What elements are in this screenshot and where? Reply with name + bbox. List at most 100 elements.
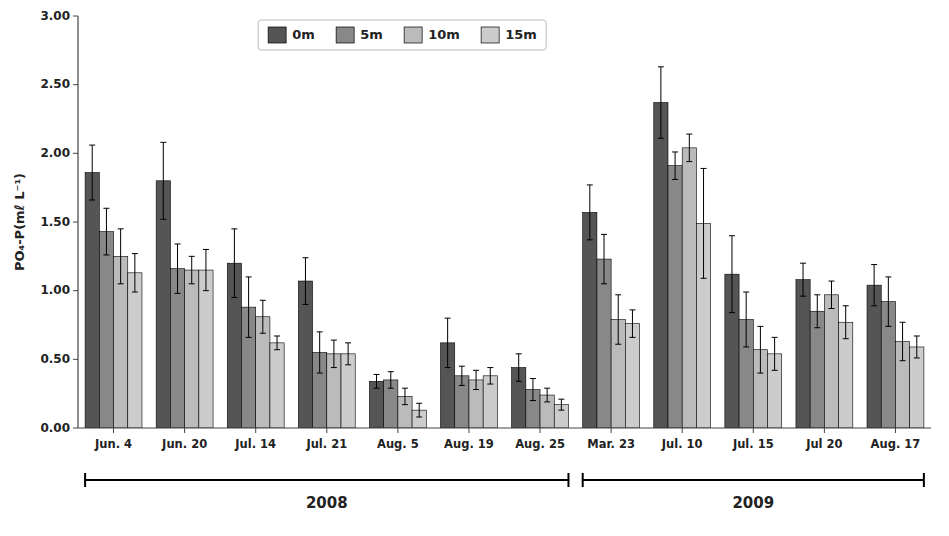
bar [199, 270, 213, 428]
error-bar [686, 134, 692, 161]
error-bar [103, 208, 109, 255]
bar [85, 173, 99, 428]
error-bar [914, 336, 920, 358]
y-axis-line [77, 16, 78, 428]
error-bar [629, 310, 635, 337]
bar [910, 347, 924, 428]
error-bar [274, 336, 280, 350]
plot-area [85, 67, 924, 428]
y-tick [73, 428, 78, 429]
x-tick [184, 428, 185, 433]
y-tick [73, 16, 78, 17]
error-bar [615, 295, 621, 344]
y-tick [73, 84, 78, 85]
error-bar [814, 295, 820, 328]
x-tick-label: Jul. 15 [732, 437, 774, 451]
y-tick-label: 3.00 [40, 9, 70, 23]
x-tick [611, 428, 612, 433]
x-tick [682, 428, 683, 433]
error-bar [345, 343, 351, 365]
error-bar [160, 142, 166, 219]
error-bar [729, 236, 735, 313]
x-tick [113, 428, 114, 433]
error-bar [260, 300, 266, 333]
x-tick-label: Jun. 4 [94, 437, 132, 451]
y-tick [73, 153, 78, 154]
error-bar [402, 388, 408, 404]
bracket-line [85, 473, 568, 487]
x-tick-label: Aug. 25 [515, 437, 565, 451]
error-bar [658, 67, 664, 138]
bracket-line [583, 473, 924, 487]
y-axis-label: PO₄-P(mℓ L⁻¹) [12, 173, 27, 271]
error-bar [544, 388, 550, 402]
error-bar [843, 306, 849, 339]
error-bar [231, 229, 237, 298]
bar [128, 273, 142, 428]
year-bracket: 2008 [85, 473, 568, 512]
legend-label: 0m [292, 27, 315, 42]
error-bar [118, 229, 124, 284]
error-bar [175, 244, 181, 293]
x-tick-label: Aug. 17 [871, 437, 921, 451]
bar [682, 148, 696, 428]
bar [796, 280, 810, 428]
x-tick [753, 428, 754, 433]
legend: 0m 5m 10m 15m [258, 20, 546, 50]
legend-swatch [404, 27, 422, 43]
error-bars [103, 152, 891, 401]
annotation: 2009 [732, 494, 774, 512]
x-tick-label: Jul. 21 [305, 437, 347, 451]
x-axis-line [78, 427, 931, 428]
year-bracket: 2009 [583, 473, 924, 512]
error-bar [89, 145, 95, 200]
x-tick [255, 428, 256, 433]
legend-box [258, 20, 546, 50]
bar [654, 103, 668, 428]
y-tick [73, 290, 78, 291]
error-bar [132, 254, 138, 292]
series [114, 148, 910, 428]
legend-swatch [481, 27, 499, 43]
legend-label: 5m [360, 27, 383, 42]
bar [810, 311, 824, 428]
error-bar [772, 337, 778, 370]
error-bar [530, 379, 536, 401]
x-tick [326, 428, 327, 433]
error-bar [828, 281, 834, 308]
error-bars [89, 67, 877, 388]
bar [597, 259, 611, 428]
error-bar [701, 168, 707, 278]
y-tick-label: 0.50 [40, 352, 70, 366]
legend-label: 10m [428, 27, 460, 42]
x-tick-label: Aug. 5 [377, 437, 419, 451]
y-tick-label: 1.50 [40, 215, 70, 229]
y-tick-label: 1.00 [40, 283, 70, 297]
y-tick-label: 2.00 [40, 146, 70, 160]
x-tick [824, 428, 825, 433]
bar [99, 232, 113, 428]
legend-swatch [268, 27, 286, 43]
error-bar [601, 234, 607, 283]
annotation: 2008 [306, 494, 348, 512]
x-tick [468, 428, 469, 433]
bar [867, 285, 881, 428]
error-bar [189, 256, 195, 283]
y-tick [73, 222, 78, 223]
error-bar [516, 354, 522, 381]
y-tick-label: 0.00 [40, 421, 70, 435]
error-bar [800, 263, 806, 296]
error-bar [885, 277, 891, 326]
error-bar [743, 292, 749, 347]
error-bar [331, 340, 337, 367]
y-tick [73, 359, 78, 360]
error-bar [302, 258, 308, 305]
error-bars [132, 168, 920, 417]
bar [185, 270, 199, 428]
error-bar [203, 249, 209, 290]
bar [668, 166, 682, 428]
error-bar [587, 185, 593, 240]
bar [625, 324, 639, 428]
legend-label: 15m [505, 27, 537, 42]
y-tick-label: 2.50 [40, 77, 70, 91]
